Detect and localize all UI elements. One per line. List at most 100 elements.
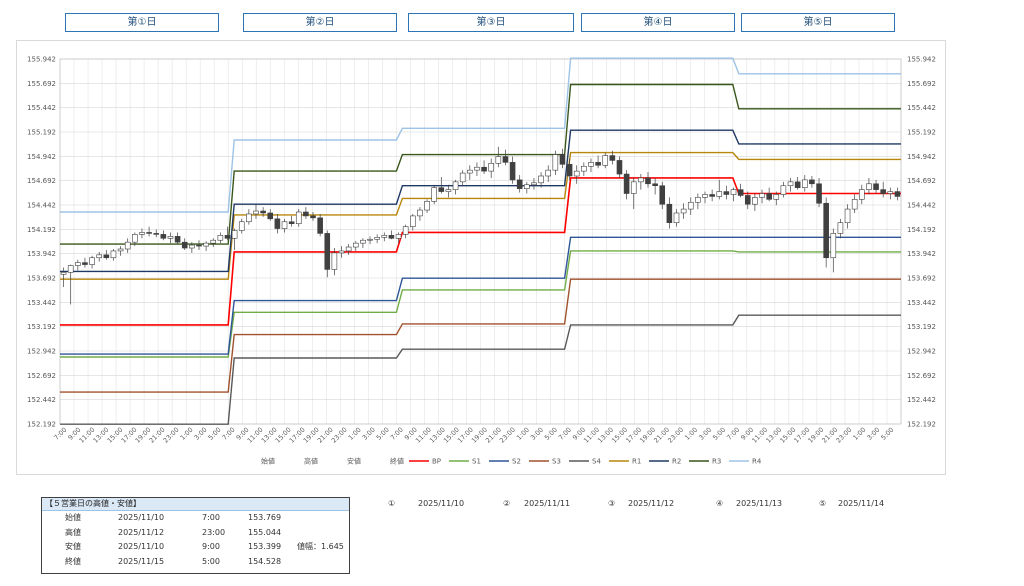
legend-label: R3 [712, 458, 721, 466]
candlestick [616, 160, 623, 175]
candlestick [89, 257, 95, 265]
legend-label: 終値 [390, 457, 404, 466]
candlestick [794, 181, 801, 188]
candlestick [623, 173, 630, 194]
x-tick-label: 23:00 [834, 426, 853, 445]
candlestick [566, 164, 573, 177]
day-date-1: 2025/11/10 [418, 499, 465, 508]
candlestick [459, 172, 466, 183]
summary-value: 153.399 [248, 542, 282, 551]
candlestick [737, 189, 744, 196]
x-tick-label: 1:00 [347, 426, 363, 442]
candlestick [766, 193, 772, 200]
x-tick-label: 1:00 [515, 426, 531, 442]
candlestick [823, 202, 829, 259]
candlestick [780, 185, 787, 195]
x-tick-label: 3:00 [193, 426, 209, 442]
y-tick-label-left: 153.192 [27, 323, 56, 331]
summary-row-open: 始値 2025/11/10 7:00 153.769 [42, 511, 349, 526]
candlestick [467, 169, 473, 174]
candlestick [859, 189, 865, 200]
candlestick [516, 179, 523, 189]
legend-label: R4 [752, 458, 762, 466]
candlestick [317, 217, 323, 234]
candlestick [452, 181, 459, 190]
candlestick [687, 201, 694, 210]
candlestick [110, 250, 117, 259]
day-header-1: 第①日 [65, 13, 219, 32]
y-tick-label-left: 152.942 [27, 348, 56, 356]
candlestick [495, 156, 502, 164]
summary-date: 2025/11/10 [118, 542, 165, 551]
candlestick [609, 155, 616, 161]
plot-area-border [59, 58, 902, 425]
x-tick-label: 3:00 [697, 426, 713, 442]
y-tick-label-left: 153.942 [27, 250, 56, 258]
day-num-1: ① [388, 499, 396, 508]
y-tick-label-left: 152.442 [27, 396, 56, 404]
candlestick [680, 208, 687, 214]
candlestick [474, 166, 480, 171]
candlestick [837, 222, 844, 234]
candlestick [752, 197, 758, 205]
candlestick [82, 262, 88, 265]
x-tick-label: 1:00 [683, 426, 699, 442]
summary-time: 9:00 [202, 542, 220, 551]
candlestick [509, 162, 516, 181]
legend-label: BP [432, 458, 441, 466]
candlestick [481, 166, 487, 172]
candlestick [695, 197, 701, 203]
summary-time: 5:00 [202, 556, 220, 566]
y-tick-label-left: 155.942 [27, 56, 56, 64]
x-tick-label: 7:00 [221, 426, 237, 442]
candlestick [409, 215, 416, 227]
candlestick [894, 191, 901, 197]
day-date-4: 2025/11/13 [736, 499, 783, 508]
candlestick [830, 233, 837, 259]
candlestick [887, 191, 894, 194]
day-header-4: 第④日 [581, 13, 735, 32]
summary-label: 終値 [65, 556, 81, 566]
legend-label: R1 [632, 458, 641, 466]
candlestick [352, 242, 359, 248]
candlestick [559, 154, 566, 165]
candlestick [381, 235, 388, 238]
candlestick [388, 235, 395, 239]
y-tick-label-left: 153.692 [27, 275, 56, 283]
summary-row-high: 高値 2025/11/12 23:00 155.044 [42, 526, 349, 541]
pivot-chart: 155.942 155.942 155.692 155.692 155.442 155.4… [16, 40, 946, 475]
candlestick [367, 238, 373, 241]
y-tick-label-left: 154.442 [27, 202, 56, 210]
y-tick-label-right: 154.192 [907, 226, 936, 234]
y-tick-label-left: 152.192 [27, 421, 56, 429]
day-num-5: ⑤ [819, 499, 827, 508]
candlestick [809, 179, 815, 185]
pivot-line-r2 [60, 129, 901, 273]
y-tick-label-left: 154.942 [27, 153, 56, 161]
pivot-line-r1 [60, 151, 901, 280]
summary-value: 153.769 [248, 513, 282, 522]
pivot-line-r4 [60, 57, 901, 213]
day-num-3: ③ [608, 499, 616, 508]
x-tick-label: 1:00 [851, 426, 867, 442]
summary-title: 【５営業日の高値・安値】 [42, 498, 349, 511]
candlestick [260, 210, 266, 214]
pivot-line-s3 [60, 278, 901, 393]
candlestick [210, 239, 217, 244]
candlestick [873, 183, 879, 190]
candlestick [224, 235, 231, 239]
x-tick-label: 5:00 [207, 426, 223, 442]
candlestick [573, 170, 580, 177]
x-tick-label: 7:00 [557, 426, 573, 442]
summary-value: 155.044 [248, 527, 282, 537]
summary-date: 2025/11/10 [118, 513, 165, 522]
candlestick [645, 177, 651, 185]
candlestick [60, 272, 67, 275]
candlestick [581, 165, 587, 172]
summary-time: 7:00 [202, 513, 220, 522]
y-tick-label-right: 153.692 [907, 275, 936, 283]
legend-label: S2 [512, 458, 521, 466]
day-header-3: 第③日 [408, 13, 574, 32]
candlestick [75, 262, 81, 266]
candlestick [295, 211, 302, 224]
